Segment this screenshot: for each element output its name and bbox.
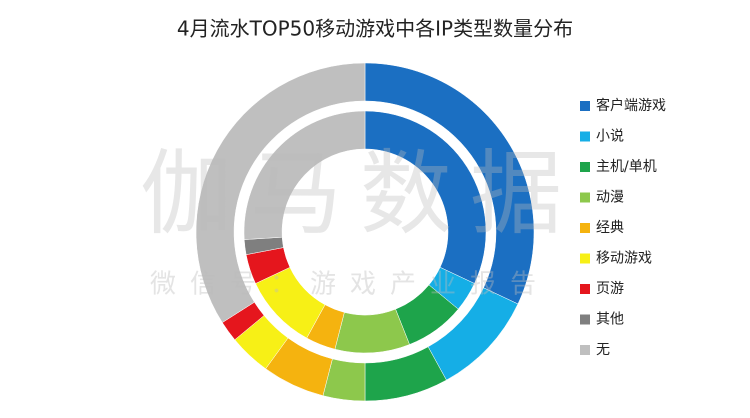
legend-label: 主机/单机 (596, 159, 657, 175)
donut-segment (364, 110, 487, 284)
legend-label: 移动游戏 (596, 251, 652, 267)
legend-swatch (580, 314, 590, 325)
legend-swatch (580, 192, 590, 203)
donut-segment (364, 62, 535, 305)
legend-swatch (580, 284, 590, 294)
donut-segment (243, 110, 366, 240)
legend-swatch (580, 345, 590, 355)
watermark: 微信号：游戏产业报告 (150, 270, 550, 300)
legend-label: 经典 (596, 220, 624, 236)
donut-segment (195, 62, 366, 323)
legend-swatch (580, 131, 590, 142)
legend-label: 页游 (596, 281, 624, 297)
watermark: 伽马数据 (140, 140, 580, 247)
legend-swatch (580, 162, 590, 172)
legend-label: 动漫 (596, 190, 624, 206)
donut-segment (334, 308, 410, 354)
legend-swatch (580, 253, 590, 264)
legend-swatch (580, 101, 590, 111)
legend-label: 小说 (596, 129, 624, 145)
chart-title: 4月流水TOP50移动游戏中各IP类型数量分布 (177, 17, 573, 41)
legend-swatch (580, 223, 590, 233)
legend-label: 其他 (596, 312, 624, 328)
legend-label: 无 (596, 342, 610, 358)
legend-label: 客户端游戏 (596, 97, 666, 114)
